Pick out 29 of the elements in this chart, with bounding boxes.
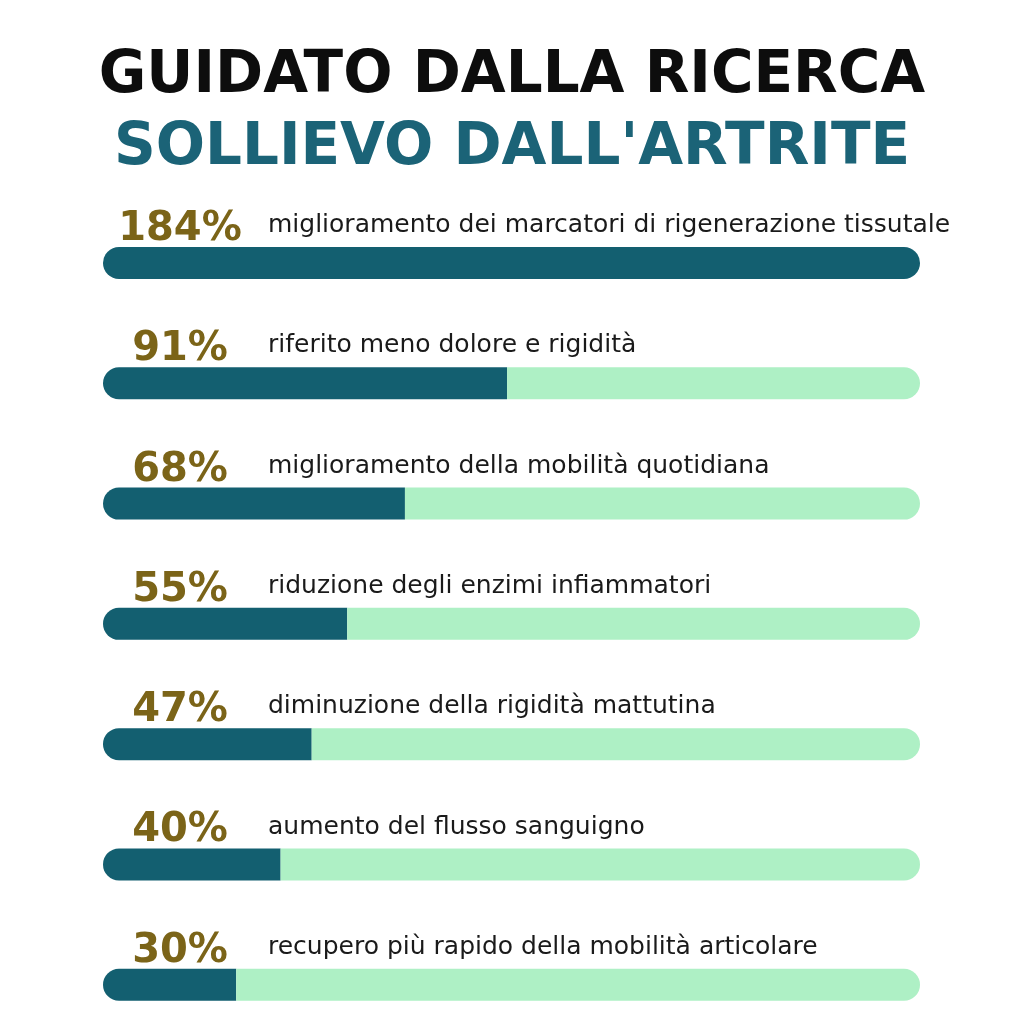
data-label: 184% bbox=[118, 203, 242, 249]
y-tick-label: riduzione degli enzimi infiammatori bbox=[268, 570, 712, 599]
bar bbox=[103, 367, 508, 400]
data-label: 55% bbox=[132, 563, 228, 610]
y-tick-label: recupero più rapido della mobilità articolare bbox=[268, 930, 818, 960]
bar bbox=[347, 607, 920, 640]
y-tick-label: diminuzione della rigidità mattutina bbox=[268, 690, 716, 720]
data-label: 47% bbox=[132, 684, 228, 731]
bar bbox=[280, 848, 920, 881]
y-tick-label: miglioramento della mobilità quotidiana bbox=[268, 449, 770, 479]
data-label: 91% bbox=[132, 323, 228, 370]
bar bbox=[103, 487, 405, 520]
bar bbox=[103, 848, 281, 881]
bar bbox=[311, 728, 920, 761]
bar bbox=[103, 607, 348, 640]
data-label: 40% bbox=[132, 804, 228, 851]
bar bbox=[404, 487, 920, 520]
data-label: 30% bbox=[132, 924, 228, 971]
chart-subtitle: SOLLIEVO DALL'ARTRITE bbox=[113, 110, 911, 178]
y-tick-label: miglioramento dei marcatori di rigenerazione tissutale bbox=[268, 209, 951, 239]
bar bbox=[103, 968, 237, 1001]
chart-title: GUIDATO DALLA RICERCA bbox=[98, 38, 926, 106]
bar bbox=[507, 367, 920, 400]
bar bbox=[236, 968, 920, 1001]
bar bbox=[103, 247, 920, 279]
bar bbox=[103, 728, 312, 761]
y-tick-label: aumento del flusso sanguigno bbox=[268, 810, 645, 840]
y-tick-label: riferito meno dolore e rigidità bbox=[268, 329, 637, 359]
data-label: 68% bbox=[132, 443, 228, 490]
